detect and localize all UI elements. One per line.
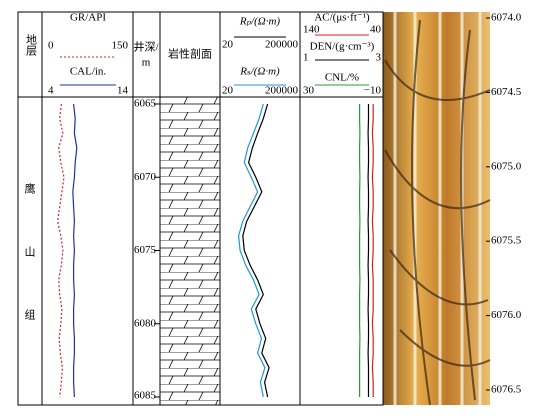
image-tick-label: 6076.5 xyxy=(491,384,522,396)
depth-header: 井深/ xyxy=(133,40,159,54)
limit-label: 14 xyxy=(117,85,129,97)
limit-label: 0 xyxy=(48,40,54,52)
limit-label: 200000 xyxy=(265,39,299,51)
curve xyxy=(237,103,266,398)
limit-label: 20 xyxy=(222,85,234,97)
table-frame xyxy=(17,11,384,406)
image-tick-label: 6075.5 xyxy=(491,235,522,247)
y-tick-label: 6070 xyxy=(134,171,157,183)
limit-label: 40 xyxy=(370,24,382,36)
y-tick-label: 6065 xyxy=(134,98,157,110)
limit-label: 30 xyxy=(303,85,315,97)
limit-label: 200000 xyxy=(265,85,299,97)
image-track xyxy=(383,12,491,406)
curve-name: Rₛ/(Ω·m) xyxy=(239,66,280,78)
limit-label: 4 xyxy=(48,85,54,97)
limit-label: 140 xyxy=(303,24,320,36)
y-tick-label: 6085 xyxy=(134,390,157,402)
limit-label: 1 xyxy=(303,52,309,64)
image-tick-label: 6074.5 xyxy=(491,86,522,98)
curve-name: DEN/(g·cm⁻³) xyxy=(310,41,375,53)
curve xyxy=(371,104,374,397)
y-tick-label: 6075 xyxy=(134,244,157,256)
stratum-label: 组 xyxy=(25,308,36,322)
curve xyxy=(72,103,78,398)
curve-name: Rₚ/(Ω·m) xyxy=(239,16,280,28)
stratum-header: 地层 xyxy=(24,34,37,57)
curve-name: AC/(μs·ft⁻¹) xyxy=(314,12,370,24)
lithology-header: 岩性剖面 xyxy=(168,47,212,61)
curve-name: GR/API xyxy=(70,12,106,24)
image-tick-label: 6076.0 xyxy=(491,309,522,321)
y-tick-label: 6080 xyxy=(134,317,157,329)
limit-label: −10 xyxy=(364,85,382,97)
stratum-label: 山 xyxy=(25,246,36,259)
curve xyxy=(242,103,270,398)
depth-header: m xyxy=(142,57,151,69)
curve-name: CNL/% xyxy=(325,72,359,84)
limit-label: 150 xyxy=(112,40,129,52)
curve xyxy=(56,103,65,398)
limit-label: 20 xyxy=(222,39,234,51)
lithology xyxy=(160,97,220,405)
image-tick-label: 6075.0 xyxy=(491,160,522,172)
stratum-label: 鹰 xyxy=(25,182,36,196)
limit-label: 3 xyxy=(376,52,382,64)
image-tick-label: 6074.0 xyxy=(491,12,522,24)
curve-name: CAL/in. xyxy=(70,66,107,78)
